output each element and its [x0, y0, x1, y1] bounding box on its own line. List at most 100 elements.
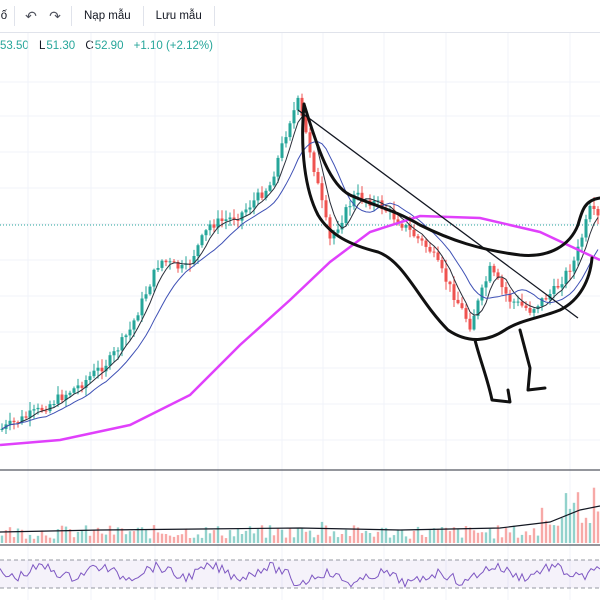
volume-bar [416, 526, 420, 543]
candle-body [504, 287, 508, 294]
candle-body [308, 132, 312, 153]
volume-bar [232, 536, 236, 543]
save-template-button[interactable]: Lưu mẫu [155, 10, 202, 22]
candle-body [352, 194, 356, 207]
candle-body [456, 299, 460, 304]
candle-body [424, 240, 428, 247]
volume-bar [264, 537, 268, 543]
volume-bar [432, 528, 436, 543]
volume-bar [212, 530, 216, 543]
volume-bar [348, 536, 352, 543]
candle-body [268, 185, 272, 191]
truncated-toolbar-label[interactable]: ố [0, 10, 8, 22]
volume-bar [8, 527, 12, 543]
candle-body [592, 205, 596, 209]
candle-body [408, 225, 412, 230]
volume-bar [568, 508, 572, 543]
candle-body [560, 284, 564, 288]
volume-bar [320, 521, 324, 543]
volume-bar [16, 528, 20, 543]
volume-bar [460, 537, 464, 543]
candle-body [276, 157, 280, 177]
candle-body [0, 428, 4, 430]
volume-bar [172, 536, 176, 543]
candle-body [140, 298, 144, 316]
toolbar-divider [213, 6, 215, 26]
candle-body [528, 308, 532, 313]
volume-bar [356, 527, 360, 543]
candle-body [448, 281, 452, 285]
rsi-band [0, 560, 600, 588]
volume-bar [160, 533, 164, 543]
volume-bar [284, 537, 288, 543]
volume-bar [20, 529, 24, 543]
candle-body [392, 209, 396, 220]
volume-bar [352, 525, 356, 543]
volume-bar [392, 535, 396, 543]
ohlc-legend: 53.50 L51.30 C52.90 +1.10 (+2.12%) [0, 40, 214, 52]
volume-bar [288, 527, 292, 543]
candle-body [452, 284, 456, 300]
volume-bar [452, 527, 456, 543]
candle-body [404, 225, 408, 228]
candle-body [256, 192, 260, 201]
candle-body [468, 318, 472, 330]
candle-body [376, 200, 380, 202]
load-template-button[interactable]: Nạp mẫu [84, 10, 131, 22]
volume-bar [164, 534, 168, 543]
candle-body [360, 192, 364, 201]
undo-icon[interactable]: ↶ [25, 7, 37, 24]
volume-bar [68, 529, 72, 543]
volume-bar [248, 526, 252, 543]
volume-bar [76, 531, 80, 543]
volume-bar [536, 535, 540, 543]
candle-body [580, 237, 584, 247]
volume-bar [204, 527, 208, 543]
volume-bar [540, 507, 544, 543]
candle-body [164, 260, 168, 263]
candle-body [240, 212, 244, 221]
candle-body [172, 261, 176, 263]
candle-body [116, 350, 120, 352]
volume-bar [112, 534, 116, 543]
candle-body [312, 152, 316, 172]
candle-body [20, 416, 24, 423]
candle-body [260, 192, 264, 198]
candle-body [508, 293, 512, 302]
volume-average-line [0, 505, 600, 533]
candle-body [200, 235, 204, 246]
candle-body [192, 256, 196, 264]
candle-body [212, 224, 216, 228]
candle-body [264, 190, 268, 198]
top-toolbar: ố ↶ ↷ Nạp mẫu Lưu mẫu [0, 0, 600, 33]
volume-bar [512, 525, 516, 543]
volume-bar [592, 487, 596, 543]
volume-bar [176, 535, 180, 543]
volume-bar [312, 537, 316, 543]
candle-body [176, 262, 180, 269]
volume-bar [492, 538, 496, 543]
volume-bar [408, 538, 412, 543]
candle-body [544, 298, 548, 300]
candle-body [576, 246, 580, 261]
volume-bar [376, 531, 380, 543]
volume-bar [56, 529, 60, 543]
candle-body [464, 308, 468, 319]
candle-body [88, 376, 92, 380]
volume-bar [276, 528, 280, 543]
candle-body [428, 247, 432, 252]
candle-body [476, 300, 480, 316]
volume-bar [116, 527, 120, 543]
candle-body [288, 123, 292, 138]
volume-bar [100, 533, 104, 543]
volume-bar [104, 534, 108, 543]
volume-bar [516, 537, 520, 543]
volume-bar [192, 537, 196, 543]
candle-body [124, 335, 128, 338]
redo-icon[interactable]: ↷ [49, 7, 61, 24]
chart-drawings [297, 102, 600, 404]
candle-body [296, 97, 300, 111]
candle-body [8, 420, 12, 425]
candle-body [460, 303, 464, 309]
